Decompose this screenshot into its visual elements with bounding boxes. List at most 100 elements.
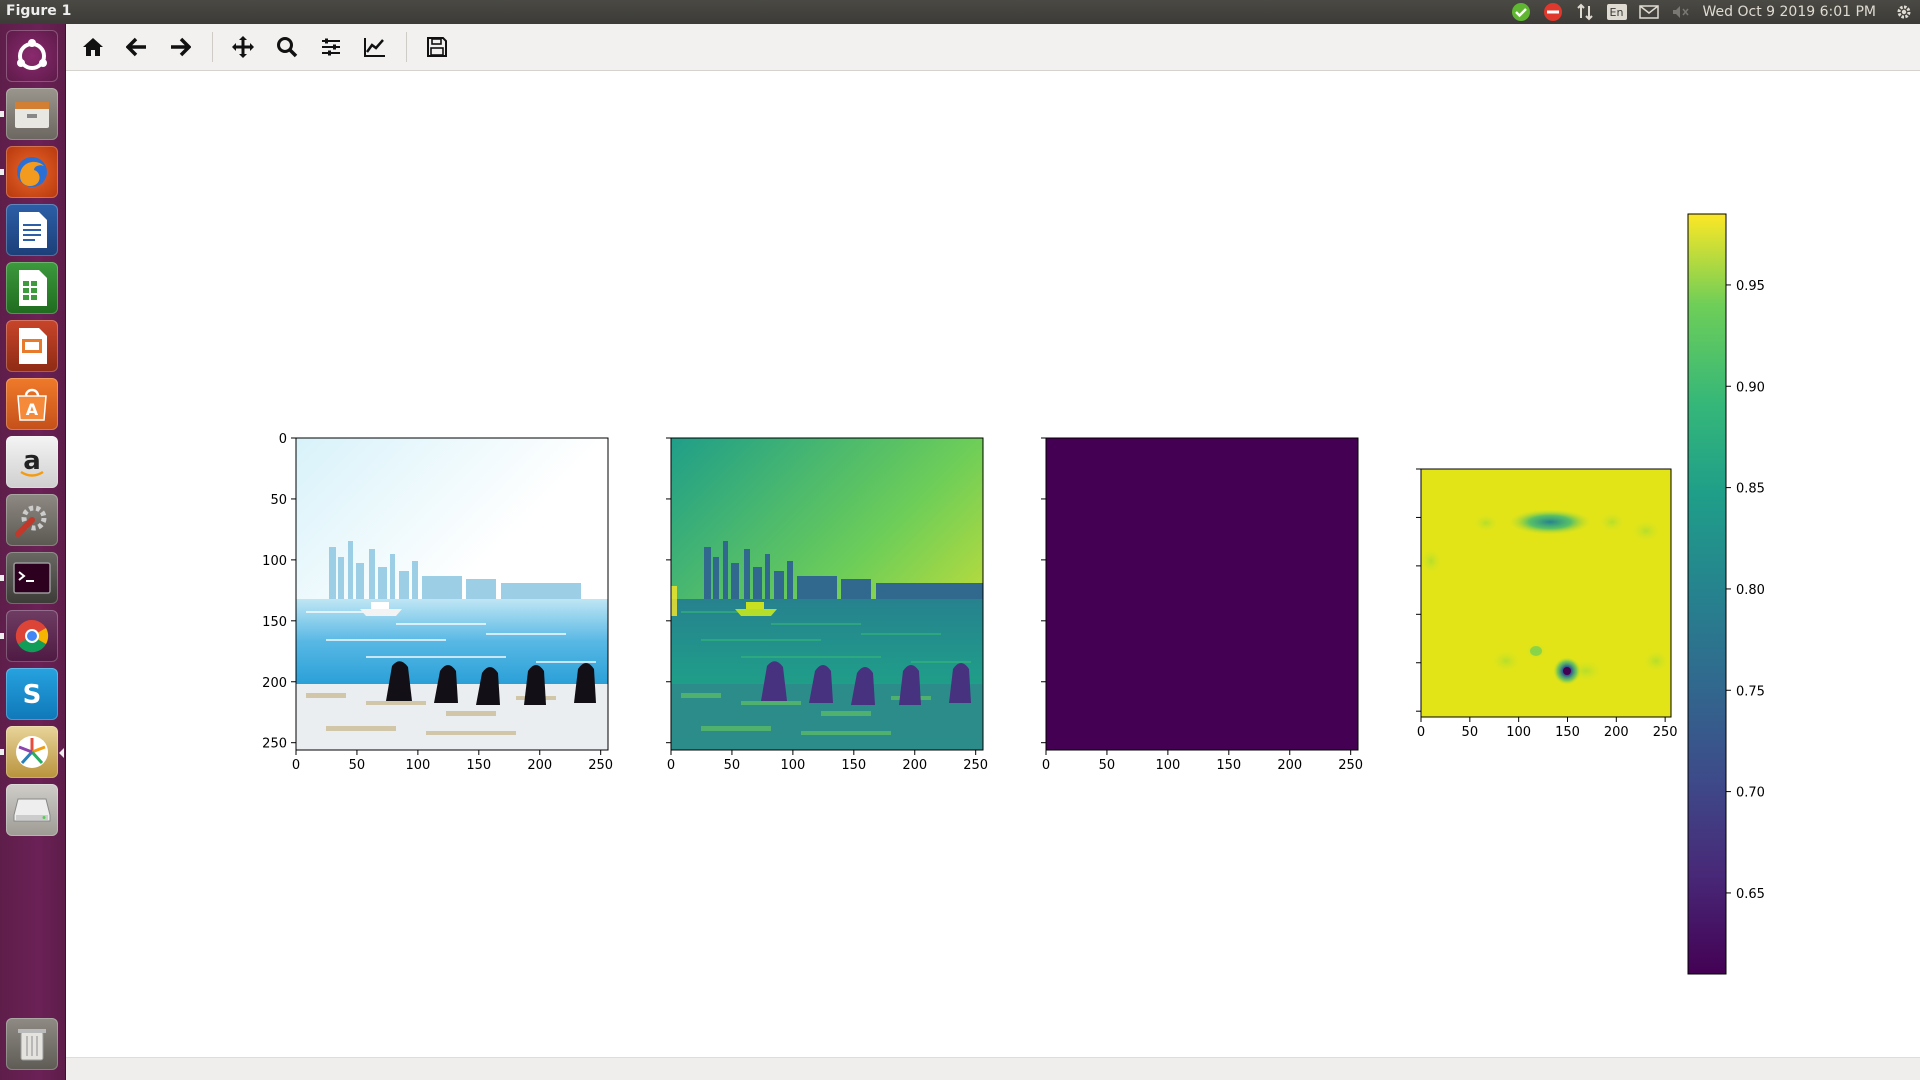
image-panel-3 <box>1045 437 1359 751</box>
figure-window: 0 50 100 150 200 250 0 50 100 150 200 250 0 50 100 150 2… <box>66 24 1920 1080</box>
y-tick-label: 0 <box>279 432 287 447</box>
libreoffice-impress-icon[interactable] <box>6 320 58 372</box>
top-panel: Figure 1 En Wed Oct 9 2019 6:01 PM <box>0 0 1920 24</box>
image-panel-1 <box>295 437 609 751</box>
x-tick-label: 0 <box>667 758 675 773</box>
axes-2: 0 50 100 150 200 250 <box>666 437 988 773</box>
pinwheel-app-icon[interactable] <box>6 726 58 778</box>
x-tick-label: 250 <box>1338 758 1363 773</box>
figure-canvas[interactable]: 0 50 100 150 200 250 0 50 100 150 200 250 0 50 100 150 2… <box>66 71 1920 1057</box>
y-tick-label: 200 <box>262 676 287 691</box>
customize-icon[interactable] <box>358 31 392 63</box>
pan-icon[interactable] <box>226 31 260 63</box>
heatmap-hotspot <box>1508 509 1592 535</box>
y-tick-label: 100 <box>262 554 287 569</box>
colorbar-tick-label: 0.90 <box>1736 380 1765 395</box>
indicator-area: En Wed Oct 9 2019 6:01 PM <box>1505 0 1920 24</box>
settings-gear-icon[interactable] <box>1888 0 1920 24</box>
transfer-icon[interactable] <box>1569 0 1601 24</box>
x-tick-label: 250 <box>1653 725 1678 740</box>
colorbar <box>1687 213 1727 975</box>
heatmap-image <box>1421 469 1671 717</box>
y-tick-label: 250 <box>262 737 287 752</box>
x-tick-label: 50 <box>1099 758 1116 773</box>
disk-drive-icon[interactable] <box>6 784 58 836</box>
skype-icon[interactable]: S <box>6 668 58 720</box>
libreoffice-calc-icon[interactable] <box>6 262 58 314</box>
x-tick-label: 150 <box>1555 725 1580 740</box>
x-tick-label: 200 <box>1604 725 1629 740</box>
x-tick-label: 200 <box>527 758 552 773</box>
toolbar-separator <box>212 32 213 62</box>
status-bar <box>66 1057 1920 1080</box>
x-tick-label: 100 <box>1155 758 1180 773</box>
firefox-icon[interactable] <box>6 146 58 198</box>
libreoffice-writer-icon[interactable] <box>6 204 58 256</box>
svg-text:a: a <box>23 446 41 476</box>
heatmap-panel <box>1420 468 1672 718</box>
launcher-running-pip <box>0 169 4 175</box>
ubuntu-dash-icon[interactable] <box>6 30 58 82</box>
x-tick-label: 0 <box>1417 725 1425 740</box>
colorbar-tick-label: 0.95 <box>1736 279 1765 294</box>
update-ok-icon[interactable] <box>1505 0 1537 24</box>
chrome-icon[interactable] <box>6 610 58 662</box>
save-icon[interactable] <box>420 31 454 63</box>
terminal-icon[interactable] <box>6 552 58 604</box>
clock[interactable]: Wed Oct 9 2019 6:01 PM <box>1702 4 1876 20</box>
svg-text:A: A <box>26 400 39 419</box>
toolbar-separator <box>406 32 407 62</box>
x-tick-label: 250 <box>588 758 613 773</box>
files-icon[interactable] <box>6 88 58 140</box>
forward-icon[interactable] <box>163 31 197 63</box>
x-tick-label: 100 <box>405 758 430 773</box>
back-icon[interactable] <box>120 31 154 63</box>
x-tick-label: 150 <box>1216 758 1241 773</box>
keyboard-layout-indicator[interactable]: En <box>1601 0 1633 24</box>
network-error-icon[interactable] <box>1537 0 1569 24</box>
navigation-toolbar <box>66 24 1920 71</box>
x-tick-label: 0 <box>1042 758 1050 773</box>
keyboard-layout-label: En <box>1609 5 1624 19</box>
colorbar-axis: 0.95 0.90 0.85 0.80 0.75 0.70 0.65 <box>1726 279 1765 902</box>
sound-muted-icon[interactable] <box>1665 0 1697 24</box>
colorbar-gradient <box>1687 213 1727 975</box>
x-tick-label: 50 <box>1462 725 1479 740</box>
x-tick-label: 150 <box>841 758 866 773</box>
launcher-running-pip <box>0 575 4 581</box>
colorbar-tick-label: 0.80 <box>1736 583 1765 598</box>
home-icon[interactable] <box>76 31 110 63</box>
x-tick-label: 0 <box>292 758 300 773</box>
subplots-icon[interactable] <box>314 31 348 63</box>
trash-icon[interactable] <box>6 1018 58 1070</box>
x-tick-label: 200 <box>902 758 927 773</box>
y-tick-label: 50 <box>270 493 287 508</box>
axes-3: 0 50 100 150 200 250 <box>1041 437 1363 773</box>
image-panel-3-picture <box>1046 438 1358 750</box>
x-tick-label: 250 <box>963 758 988 773</box>
launcher-focus-arrow <box>59 748 64 758</box>
image-panel-2-picture <box>671 438 983 750</box>
launcher-running-pip <box>0 633 4 639</box>
mail-icon[interactable] <box>1633 0 1665 24</box>
axes-1: 0 50 100 150 200 250 0 50 100 150 200 250 <box>262 432 613 773</box>
axes-4: 0 50 100 150 200 250 <box>1416 468 1678 740</box>
x-tick-label: 200 <box>1277 758 1302 773</box>
launcher-running-pip <box>0 749 4 755</box>
svg-text:S: S <box>23 680 42 710</box>
image-panel-1-picture <box>296 438 608 750</box>
image-panel-2 <box>670 437 984 751</box>
x-tick-label: 50 <box>724 758 741 773</box>
x-tick-label: 100 <box>780 758 805 773</box>
x-tick-label: 100 <box>1506 725 1531 740</box>
launcher-running-pip <box>0 111 4 117</box>
ubuntu-software-icon[interactable]: A <box>6 378 58 430</box>
colorbar-tick-label: 0.75 <box>1736 684 1765 699</box>
zoom-icon[interactable] <box>270 31 304 63</box>
amazon-icon[interactable]: a <box>6 436 58 488</box>
system-settings-icon[interactable] <box>6 494 58 546</box>
colorbar-tick-label: 0.70 <box>1736 786 1765 801</box>
colorbar-tick-label: 0.65 <box>1736 887 1765 902</box>
colorbar-tick-label: 0.85 <box>1736 482 1765 497</box>
launcher: A a S <box>0 24 66 1080</box>
